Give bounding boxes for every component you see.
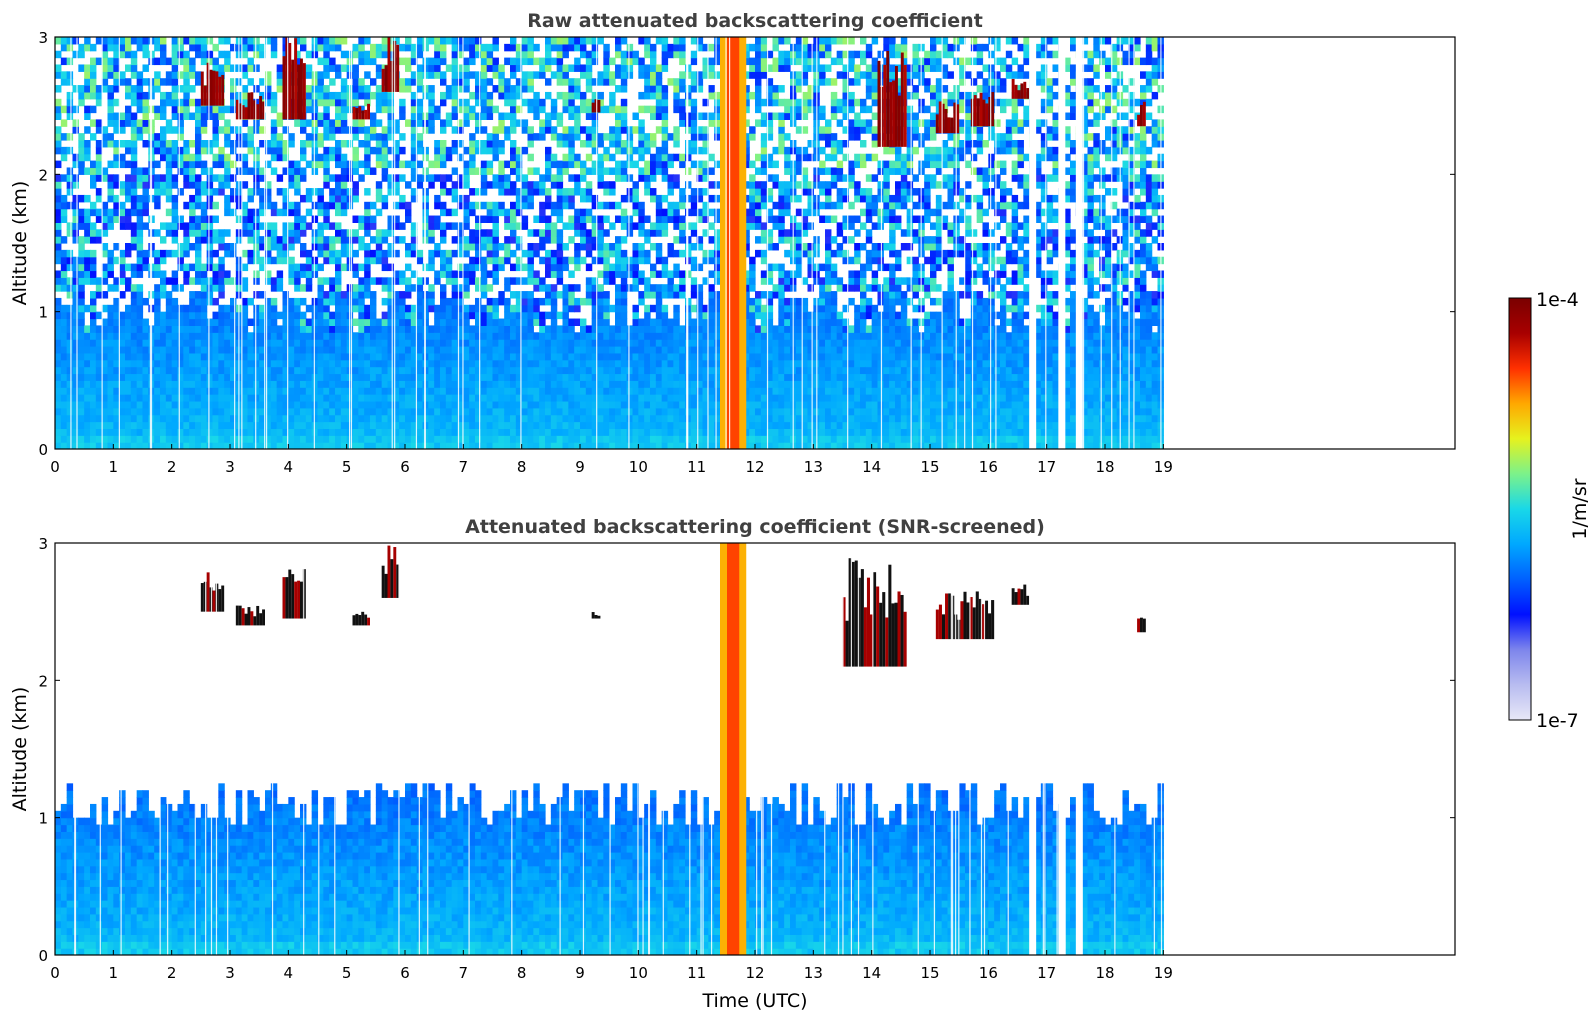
y-tick-label: 2: [38, 672, 48, 690]
x-tick-label: 8: [517, 964, 527, 982]
x-tick-label: 12: [745, 964, 764, 982]
x-tick-label: 11: [687, 458, 706, 476]
x-tick-label: 7: [459, 964, 469, 982]
x-tick-label: 0: [50, 458, 60, 476]
y-tick-label: 3: [38, 29, 48, 47]
x-tick-label: 14: [862, 458, 881, 476]
x-tick-label: 13: [804, 458, 823, 476]
x-tick-label: 5: [342, 458, 352, 476]
x-tick-label: 18: [1095, 458, 1114, 476]
panel-screened-x-axis: 0 1 2 3 4 5 6 7 8 9 10 11 12 13 14 15 16 17 18 19: [50, 950, 1173, 982]
colorbar-gradient: [1508, 297, 1532, 721]
x-tick-label: 13: [804, 964, 823, 982]
x-tick-label: 2: [167, 458, 177, 476]
x-tick-label: 7: [459, 458, 469, 476]
panel-raw-y-axis-label: Altitude (km): [9, 181, 31, 306]
x-tick-label: 16: [979, 458, 998, 476]
panel-raw-heatmap: [55, 37, 1164, 449]
x-axis-label: Time (UTC): [701, 990, 807, 1012]
panel-screened-y-axis-label: Altitude (km): [9, 687, 31, 812]
x-tick-label: 6: [400, 964, 410, 982]
x-tick-label: 9: [575, 458, 585, 476]
x-tick-label: 3: [225, 964, 235, 982]
x-tick-label: 3: [225, 458, 235, 476]
colorbar-min-label: 1e-7: [1536, 710, 1579, 732]
y-tick-label: 0: [38, 947, 48, 965]
x-tick-label: 1: [109, 458, 119, 476]
x-tick-label: 1: [109, 964, 119, 982]
x-tick-label: 11: [687, 964, 706, 982]
panel-raw-y-axis: 0 1 2 3: [38, 29, 1455, 459]
x-tick-label: 2: [167, 964, 177, 982]
x-tick-label: 18: [1095, 964, 1114, 982]
x-tick-label: 16: [979, 964, 998, 982]
x-tick-label: 6: [400, 458, 410, 476]
x-tick-label: 8: [517, 458, 527, 476]
x-tick-label: 19: [1154, 458, 1173, 476]
x-tick-label: 15: [920, 458, 939, 476]
x-tick-label: 12: [745, 458, 764, 476]
panel-screened-y-axis: 0 1 2 3: [38, 535, 1455, 965]
x-tick-label: 10: [629, 964, 648, 982]
panel-raw-x-axis: 0 1 2 3 4 5 6 7 8 9 10 11 12 13 14 15 16 17 18 19: [50, 444, 1173, 476]
x-tick-label: 9: [575, 964, 585, 982]
colorbar-unit-label: 1/m/sr: [1569, 478, 1591, 539]
x-tick-label: 4: [284, 964, 294, 982]
x-tick-label: 0: [50, 964, 60, 982]
y-tick-label: 1: [38, 304, 48, 322]
x-tick-label: 5: [342, 964, 352, 982]
panel-screened-heatmap: [55, 543, 1164, 955]
panel-screened-title: Attenuated backscattering coefficient (S…: [465, 516, 1045, 538]
x-tick-label: 17: [1037, 964, 1056, 982]
x-tick-label: 14: [862, 964, 881, 982]
x-tick-label: 10: [629, 458, 648, 476]
x-tick-label: 19: [1154, 964, 1173, 982]
y-tick-label: 0: [38, 441, 48, 459]
colorbar: 1e-4 1e-7 1/m/sr: [1508, 289, 1591, 732]
x-tick-label: 4: [284, 458, 294, 476]
y-tick-label: 1: [38, 810, 48, 828]
colorbar-max-label: 1e-4: [1536, 289, 1579, 311]
panel-screened: Attenuated backscattering coefficient (S…: [9, 516, 1456, 1012]
panel-raw: Raw attenuated backscattering coefficien…: [9, 10, 1456, 476]
y-tick-label: 2: [38, 166, 48, 184]
x-tick-label: 17: [1037, 458, 1056, 476]
y-tick-label: 3: [38, 535, 48, 553]
panel-raw-title: Raw attenuated backscattering coefficien…: [527, 10, 983, 32]
x-tick-label: 15: [920, 964, 939, 982]
